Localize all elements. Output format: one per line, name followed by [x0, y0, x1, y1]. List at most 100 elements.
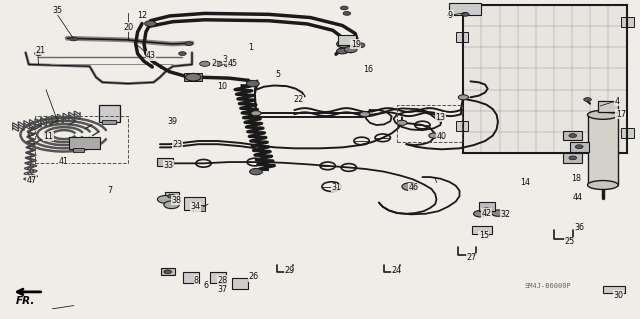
Ellipse shape	[588, 110, 618, 119]
Text: 29: 29	[285, 266, 295, 275]
Text: 14: 14	[520, 178, 530, 187]
Text: 36: 36	[575, 223, 585, 232]
Bar	[165, 192, 179, 199]
Circle shape	[337, 40, 352, 48]
Bar	[338, 35, 356, 45]
Circle shape	[145, 21, 156, 26]
Circle shape	[569, 156, 577, 160]
Bar	[570, 142, 589, 152]
Text: 9: 9	[448, 11, 453, 20]
Text: 12: 12	[138, 11, 148, 20]
Bar	[193, 205, 205, 211]
Text: 34: 34	[191, 202, 201, 211]
Circle shape	[461, 12, 469, 16]
Text: 41: 41	[59, 157, 69, 166]
Text: 23: 23	[173, 140, 183, 149]
Bar	[210, 272, 226, 283]
Text: 25: 25	[564, 237, 575, 246]
Circle shape	[360, 112, 370, 117]
Bar	[161, 268, 175, 275]
Bar	[99, 105, 120, 122]
Bar	[603, 286, 625, 293]
Bar	[449, 3, 481, 15]
Text: 46: 46	[408, 183, 419, 192]
Bar	[397, 105, 462, 142]
Text: 17: 17	[616, 110, 626, 119]
Circle shape	[481, 208, 492, 213]
Bar	[588, 115, 618, 185]
Bar	[563, 153, 582, 163]
Text: 35: 35	[52, 6, 63, 15]
Text: 1: 1	[248, 43, 253, 52]
Circle shape	[402, 183, 417, 190]
Text: 31: 31	[332, 183, 342, 192]
Circle shape	[185, 42, 193, 46]
Text: 2: 2	[211, 59, 216, 68]
Text: 10: 10	[218, 82, 228, 91]
Circle shape	[179, 52, 186, 56]
Bar	[598, 101, 618, 112]
Text: 16: 16	[364, 65, 374, 74]
Text: SM4J-B6000P: SM4J-B6000P	[525, 283, 572, 288]
Text: 33: 33	[163, 161, 173, 170]
Text: 24: 24	[392, 266, 402, 275]
Circle shape	[355, 43, 365, 48]
Bar	[621, 17, 634, 27]
Bar	[69, 137, 100, 149]
Bar	[184, 73, 202, 81]
Circle shape	[224, 62, 234, 67]
Bar	[621, 128, 634, 138]
Text: 4: 4	[614, 97, 620, 106]
Text: FR.: FR.	[16, 296, 35, 306]
Circle shape	[474, 211, 486, 217]
Text: 44: 44	[573, 193, 583, 202]
Circle shape	[70, 37, 77, 41]
Text: 7: 7	[108, 186, 113, 195]
Text: 30: 30	[613, 291, 623, 300]
Text: 15: 15	[479, 231, 489, 240]
Text: 32: 32	[500, 210, 511, 219]
Text: 8: 8	[194, 276, 199, 285]
Circle shape	[212, 61, 223, 66]
Bar	[73, 148, 84, 152]
Text: 27: 27	[466, 253, 476, 262]
Text: 28: 28	[218, 276, 228, 285]
Text: 3: 3	[223, 55, 228, 63]
Circle shape	[250, 168, 262, 175]
Text: 19: 19	[351, 40, 361, 48]
Circle shape	[492, 210, 504, 216]
Circle shape	[200, 61, 210, 66]
Bar	[184, 197, 205, 210]
Text: 13: 13	[435, 113, 445, 122]
Text: 21: 21	[35, 46, 45, 55]
Bar	[232, 278, 248, 289]
Circle shape	[157, 196, 173, 203]
Bar	[456, 32, 468, 42]
Text: 37: 37	[218, 285, 228, 294]
Text: 6: 6	[204, 281, 209, 290]
Bar	[456, 121, 468, 131]
Circle shape	[575, 145, 583, 149]
Bar	[157, 158, 173, 166]
Bar	[472, 226, 492, 234]
Text: 11: 11	[44, 132, 54, 141]
Text: 42: 42	[481, 209, 492, 218]
Circle shape	[35, 52, 42, 56]
Text: 18: 18	[571, 174, 581, 182]
Text: 20: 20	[123, 23, 133, 32]
Circle shape	[337, 48, 348, 54]
Circle shape	[343, 11, 351, 15]
Text: 39: 39	[168, 117, 178, 126]
Bar	[463, 5, 627, 153]
Circle shape	[251, 111, 261, 116]
Circle shape	[340, 6, 348, 10]
Circle shape	[429, 133, 439, 138]
Ellipse shape	[588, 181, 618, 189]
Circle shape	[186, 73, 201, 81]
Bar	[479, 202, 495, 211]
Text: 40: 40	[436, 132, 447, 141]
Circle shape	[168, 194, 175, 198]
Circle shape	[569, 134, 577, 137]
Text: 45: 45	[227, 59, 237, 68]
Text: 26: 26	[248, 272, 259, 281]
